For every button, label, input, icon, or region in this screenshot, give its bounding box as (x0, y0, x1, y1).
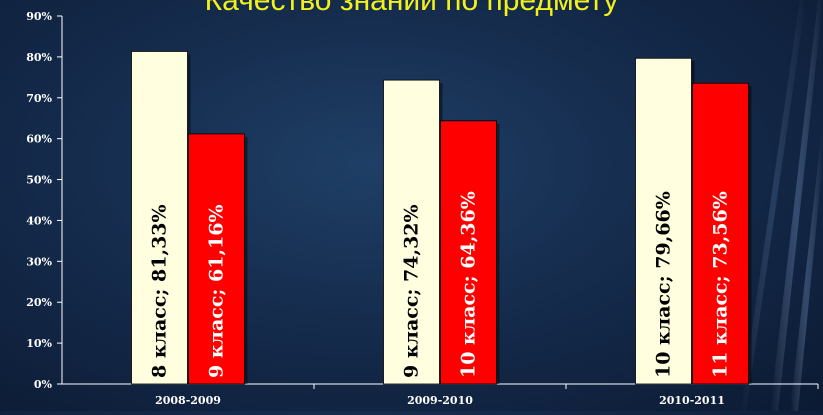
bar (131, 51, 188, 385)
bar-data-label: 9 класс; 74,32% (401, 204, 423, 378)
chart-title: Качество знаний по предмету (204, 0, 619, 17)
y-tick-label: 60% (26, 133, 52, 146)
y-tick-label: 20% (26, 296, 52, 309)
y-tick-label: 50% (26, 174, 52, 187)
y-tick-label: 70% (26, 92, 52, 105)
bar-data-label: 10 класс; 64,36% (458, 191, 480, 378)
y-tick-label: 80% (26, 51, 52, 64)
bar (635, 57, 692, 385)
y-tick-label: 40% (26, 214, 52, 227)
bar (692, 82, 749, 385)
bars (131, 51, 752, 385)
x-category-label: 2008-2009 (155, 394, 221, 407)
y-tick-label: 90% (26, 10, 52, 23)
background-streaks (740, 0, 823, 411)
y-tick-label: 30% (26, 255, 52, 268)
bar-labels: 8 класс; 81,33% 9 класс; 61,16% 9 класс; 7… (149, 191, 732, 378)
bar (383, 79, 440, 385)
x-axis: 2008-2009 2009-2010 2010-2011 (62, 383, 819, 407)
y-tick-label: 10% (26, 337, 52, 350)
bar (440, 120, 497, 385)
bar (188, 133, 245, 385)
bar-data-label: 8 класс; 81,33% (149, 204, 171, 378)
y-tick-label: 0% (34, 378, 53, 391)
x-category-label: 2009-2010 (407, 394, 473, 407)
bar-data-label: 9 класс; 61,16% (206, 204, 228, 378)
bar-data-label: 11 класс; 73,56% (710, 191, 732, 378)
bar-data-label: 10 класс; 79,66% (653, 191, 675, 378)
y-axis: 0% 10% 20% 30% 40% 50% 60% 70% 80% 90% (26, 10, 63, 391)
x-category-label: 2010-2011 (659, 394, 725, 407)
